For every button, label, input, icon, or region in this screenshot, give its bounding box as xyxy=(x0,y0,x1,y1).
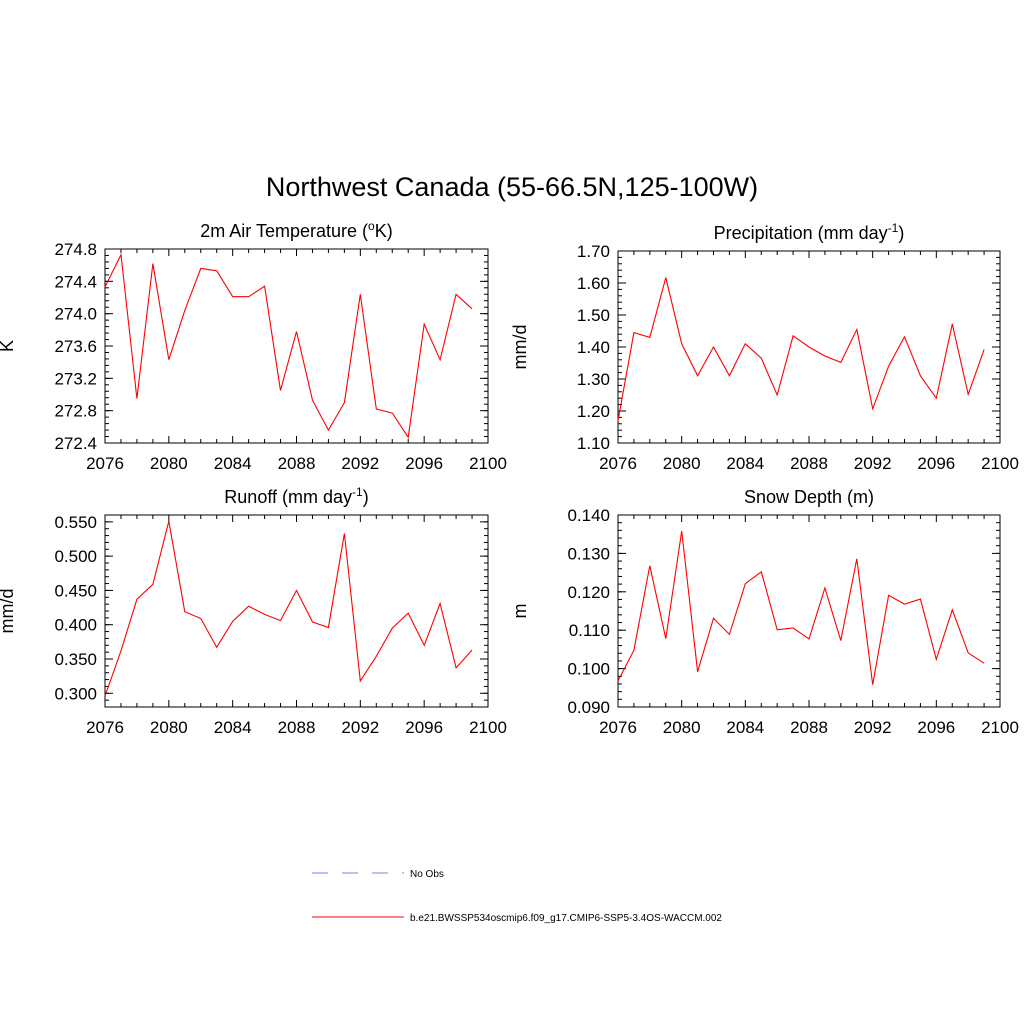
main-title: Northwest Canada (55-66.5N,125-100W) xyxy=(266,172,758,202)
x-tick-label: 2100 xyxy=(469,454,507,473)
y-tick-label: 0.120 xyxy=(567,583,610,602)
x-tick-label: 2092 xyxy=(341,454,379,473)
y-tick-label: 274.8 xyxy=(54,240,97,259)
y-tick-label: 1.30 xyxy=(577,370,610,389)
y-tick-label: 0.550 xyxy=(54,513,97,532)
panel-title: Precipitation (mm day-1) xyxy=(714,221,905,243)
y-tick-label: 1.10 xyxy=(577,434,610,453)
y-tick-label: 272.8 xyxy=(54,402,97,421)
y-tick-label: 273.2 xyxy=(54,369,97,388)
y-tick-label: 0.110 xyxy=(569,621,610,640)
x-tick-label: 2088 xyxy=(278,718,316,737)
y-axis-label: mm/d xyxy=(510,325,530,370)
x-tick-label: 2080 xyxy=(663,454,701,473)
panel-air-temperature: 2076 2080 2084 2088 2092 2096 2100 272.4 272.8 27… xyxy=(0,219,507,473)
plot-frame xyxy=(104,248,489,444)
y-tick-label: 0.100 xyxy=(567,660,610,679)
panel-title: 2m Air Temperature (oK) xyxy=(200,219,392,241)
x-tick-label: 2084 xyxy=(726,718,764,737)
x-tick-label: 2100 xyxy=(981,454,1019,473)
y-tick-label: 273.6 xyxy=(54,337,97,356)
x-tick-label: 2096 xyxy=(405,718,443,737)
y-tick-label: 1.20 xyxy=(577,402,610,421)
x-tick-label: 2100 xyxy=(981,718,1019,737)
x-tick-label: 2088 xyxy=(278,454,316,473)
x-tick-label: 2100 xyxy=(469,718,507,737)
y-tick-label: 0.350 xyxy=(54,650,97,669)
x-tick-label: 2088 xyxy=(790,718,828,737)
x-tick-label: 2096 xyxy=(917,454,955,473)
x-tick-label: 2092 xyxy=(341,718,379,737)
series-line xyxy=(104,252,473,439)
plot-frame xyxy=(104,514,489,708)
series-line xyxy=(104,521,473,697)
y-axis-label: mm/d xyxy=(0,589,17,634)
panel-runoff: 2076 2080 2084 2088 2092 2096 2100 0.300 0.350 0.… xyxy=(0,485,507,737)
plot-frame xyxy=(617,514,1001,708)
y-tick-label: 272.4 xyxy=(54,434,97,453)
x-tick-label: 2092 xyxy=(854,718,892,737)
x-tick-label: 2076 xyxy=(86,454,124,473)
y-tick-label: 0.090 xyxy=(567,698,610,717)
x-tick-label: 2080 xyxy=(663,718,701,737)
series-line xyxy=(617,531,985,685)
y-axis-label: K xyxy=(0,340,17,352)
x-tick-label: 2084 xyxy=(726,454,764,473)
y-tick-label: 274.4 xyxy=(54,272,97,291)
x-tick-label: 2096 xyxy=(405,454,443,473)
panel-title: Runoff (mm day-1) xyxy=(224,485,368,507)
legend-obs-label: No Obs xyxy=(410,869,444,880)
y-tick-label: 0.300 xyxy=(54,684,97,703)
x-tick-label: 2076 xyxy=(86,718,124,737)
y-tick-label: 1.40 xyxy=(577,338,610,357)
y-tick-label: 1.70 xyxy=(577,242,610,261)
x-tick-label: 2076 xyxy=(599,454,637,473)
x-tick-label: 2080 xyxy=(150,718,188,737)
panel-precipitation: 2076 2080 2084 2088 2092 2096 2100 1.10 1.20 1.30… xyxy=(510,221,1019,473)
x-tick-label: 2080 xyxy=(150,454,188,473)
series-line xyxy=(617,277,985,421)
panel-snow-depth: 2076 2080 2084 2088 2092 2096 2100 0.090 0.100 0.… xyxy=(510,487,1019,737)
legend-model-label: b.e21.BWSSP534oscmip6.f09_g17.CMIP6-SSP5… xyxy=(410,913,722,924)
x-tick-label: 2076 xyxy=(599,718,637,737)
x-tick-label: 2088 xyxy=(790,454,828,473)
panel-title: Snow Depth (m) xyxy=(744,487,874,507)
x-tick-label: 2084 xyxy=(214,454,252,473)
y-tick-label: 274.0 xyxy=(54,305,97,324)
x-tick-label: 2084 xyxy=(214,718,252,737)
y-tick-label: 1.60 xyxy=(577,274,610,293)
y-tick-label: 0.400 xyxy=(54,616,97,635)
y-tick-label: 0.130 xyxy=(567,544,610,563)
y-tick-label: 0.140 xyxy=(567,506,610,525)
y-tick-label: 1.50 xyxy=(577,306,610,325)
x-tick-label: 2092 xyxy=(854,454,892,473)
legend: No Obs b.e21.BWSSP534oscmip6.f09_g17.CMI… xyxy=(312,869,722,924)
y-axis-label: m xyxy=(510,604,530,619)
x-tick-label: 2096 xyxy=(917,718,955,737)
y-tick-label: 0.450 xyxy=(54,581,97,600)
y-tick-label: 0.500 xyxy=(54,547,97,566)
